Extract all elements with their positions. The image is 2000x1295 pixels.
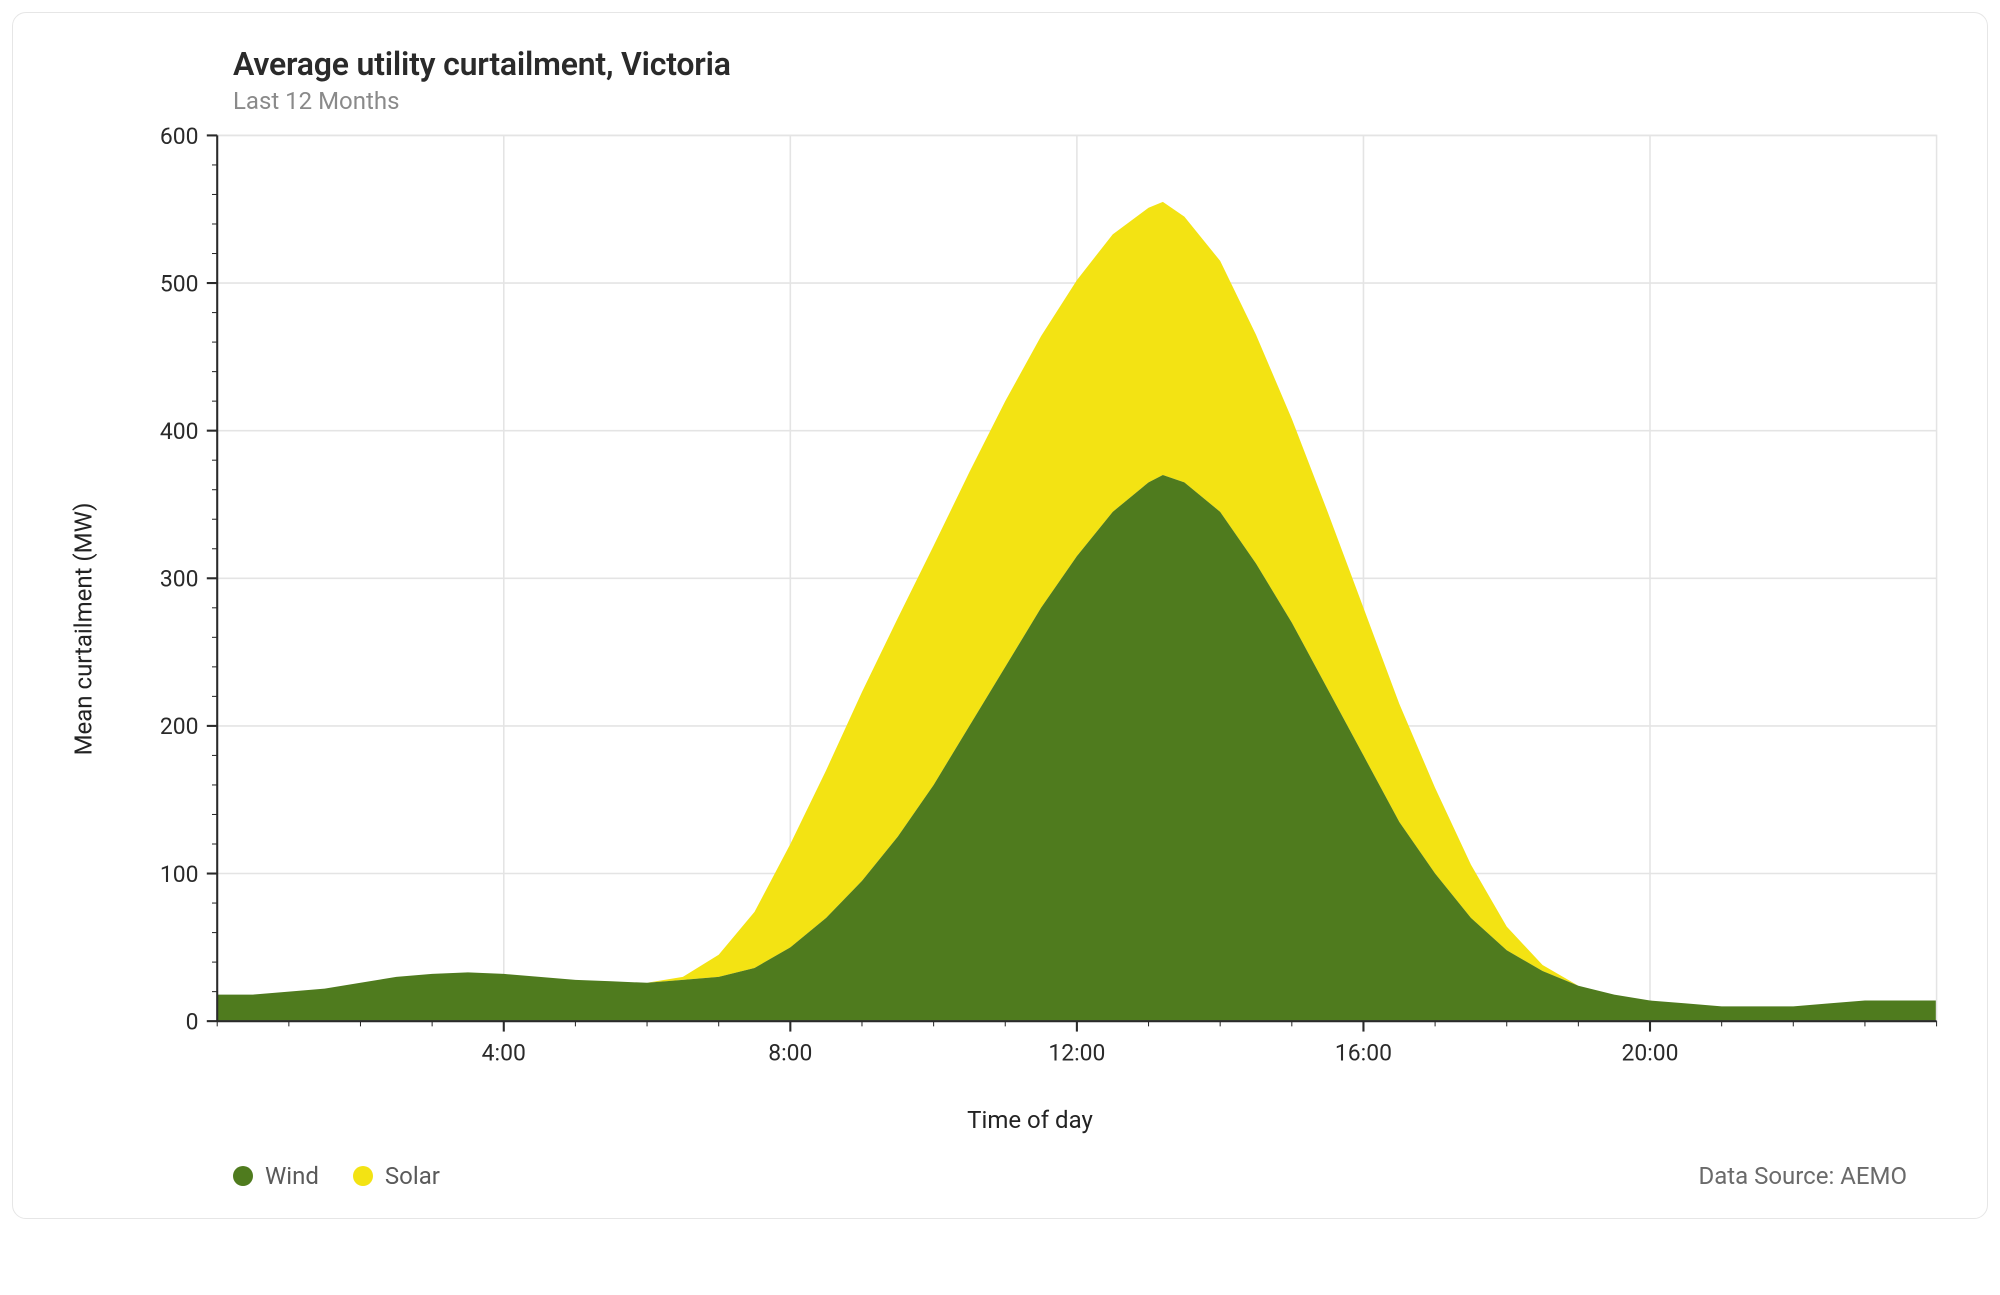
legend-item: Solar bbox=[353, 1162, 440, 1190]
title-block: Average utility curtailment, Victoria La… bbox=[233, 45, 1947, 115]
x-axis-label: Time of day bbox=[113, 1106, 1947, 1134]
svg-text:600: 600 bbox=[160, 125, 199, 150]
svg-text:300: 300 bbox=[160, 566, 199, 593]
chart-plot-area: 0 100 200 300 400 500 600 4:00 8:00 12:00 16:00 20:… bbox=[113, 125, 1947, 1134]
svg-text:16:00: 16:00 bbox=[1335, 1040, 1392, 1067]
legend-item: Wind bbox=[233, 1162, 319, 1190]
svg-text:200: 200 bbox=[160, 713, 199, 740]
legend-swatch bbox=[353, 1166, 373, 1186]
svg-text:0: 0 bbox=[186, 1008, 199, 1035]
area-chart-svg: 0 100 200 300 400 500 600 4:00 8:00 12:00 16:00 20:… bbox=[113, 125, 1947, 1084]
data-source-label: Data Source: AEMO bbox=[1698, 1162, 1907, 1190]
svg-text:8:00: 8:00 bbox=[768, 1040, 812, 1067]
svg-text:20:00: 20:00 bbox=[1621, 1040, 1678, 1067]
chart-row: Mean curtailment (MW) 0 100 200 300 400 500 60… bbox=[53, 125, 1947, 1134]
y-axis-label-wrap: Mean curtailment (MW) bbox=[53, 125, 113, 1134]
legend-swatch bbox=[233, 1166, 253, 1186]
svg-text:12:00: 12:00 bbox=[1048, 1040, 1105, 1067]
chart-subtitle: Last 12 Months bbox=[233, 87, 1947, 115]
chart-footer: Wind Solar Data Source: AEMO bbox=[53, 1162, 1947, 1190]
svg-text:400: 400 bbox=[160, 418, 199, 445]
legend-label: Solar bbox=[385, 1162, 440, 1190]
y-axis-label: Mean curtailment (MW) bbox=[69, 503, 97, 756]
svg-text:500: 500 bbox=[160, 270, 199, 297]
legend: Wind Solar bbox=[233, 1162, 440, 1190]
chart-title: Average utility curtailment, Victoria bbox=[233, 45, 1947, 83]
chart-card: Average utility curtailment, Victoria La… bbox=[12, 12, 1988, 1219]
svg-text:4:00: 4:00 bbox=[482, 1040, 526, 1067]
svg-text:100: 100 bbox=[160, 861, 199, 888]
legend-label: Wind bbox=[265, 1162, 319, 1190]
